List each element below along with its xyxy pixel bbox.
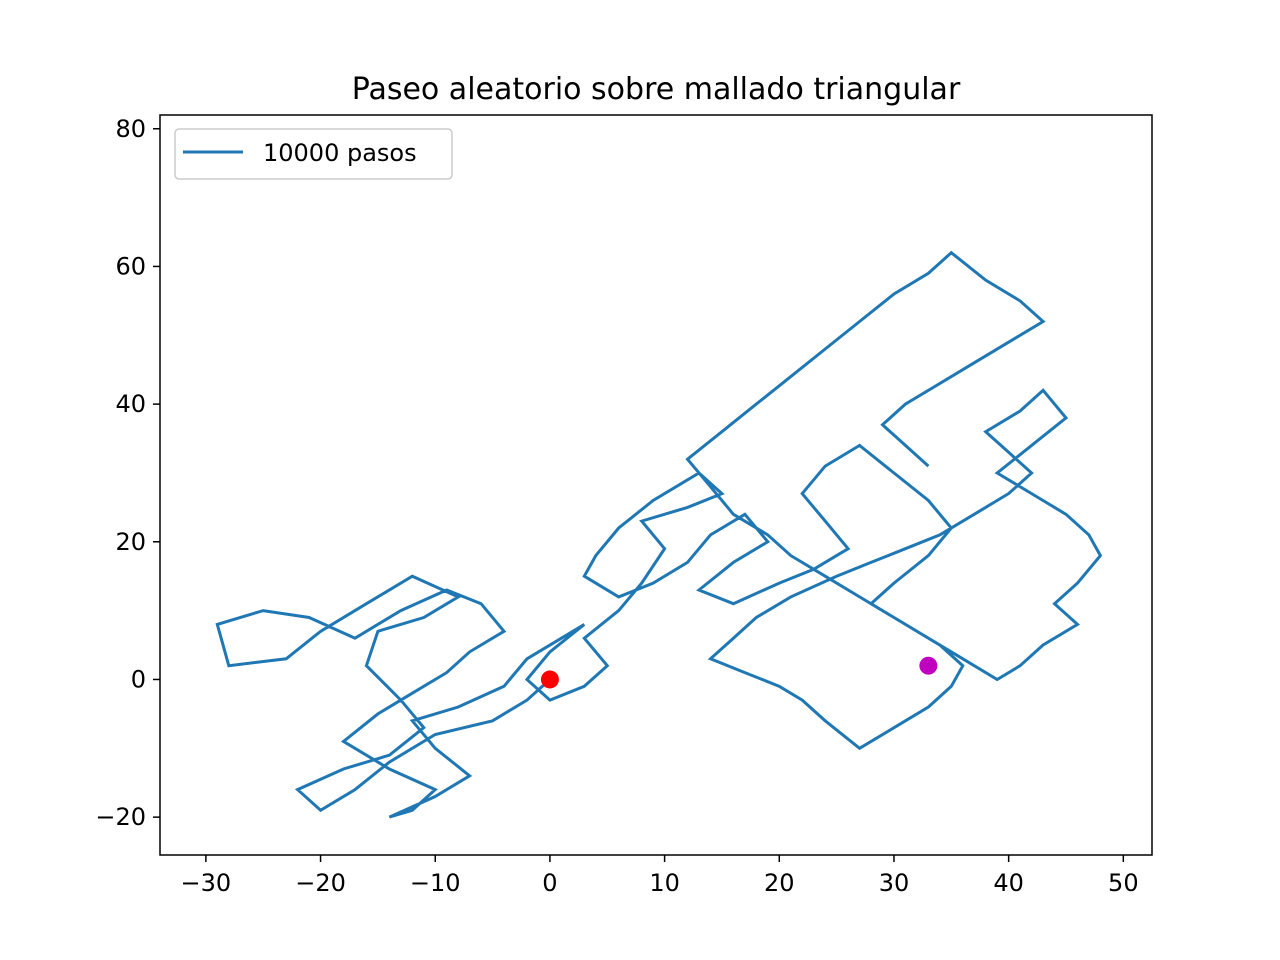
x-tick-label: 0	[542, 869, 557, 897]
axes-frame	[159, 114, 1153, 856]
walk-series-line	[215, 250, 1103, 819]
legend-entry-label: 10000 pasos	[263, 139, 417, 167]
y-tick-label: 60	[115, 252, 146, 280]
start-point-marker	[540, 670, 559, 689]
y-tick-label: 40	[115, 390, 146, 418]
x-tick-label: 50	[1108, 869, 1139, 897]
y-tick-label: 20	[115, 528, 146, 556]
y-tick-label: 0	[131, 665, 146, 693]
legend-box	[174, 128, 453, 180]
x-axis: −30 −20 −10 0 10 20 30 40 50	[181, 855, 1139, 897]
y-tick-label: 80	[115, 115, 146, 143]
x-tick-label: −20	[295, 869, 346, 897]
y-tick-label: −20	[95, 803, 146, 831]
x-tick-label: 20	[764, 869, 795, 897]
chart-title: Paseo aleatorio sobre mallado triangular	[352, 72, 961, 107]
plot-area	[215, 250, 1103, 819]
x-tick-label: 30	[879, 869, 910, 897]
x-tick-label: 40	[993, 869, 1024, 897]
end-point-marker	[919, 656, 938, 675]
legend: 10000 pasos	[174, 128, 453, 180]
x-tick-label: 10	[649, 869, 680, 897]
x-tick-label: −10	[410, 869, 461, 897]
y-axis: −20 0 20 40 60 80	[95, 115, 160, 831]
x-tick-label: −30	[181, 869, 232, 897]
